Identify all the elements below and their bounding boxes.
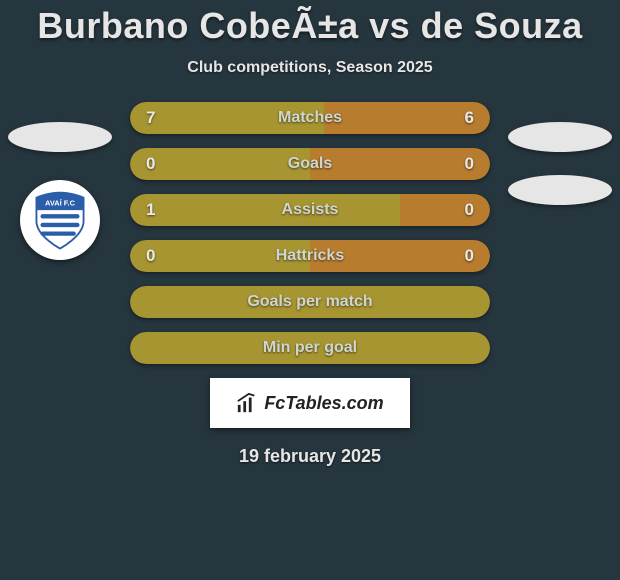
chart-icon: [236, 392, 258, 414]
subtitle: Club competitions, Season 2025: [187, 59, 432, 77]
stat-label: Hattricks: [130, 247, 490, 265]
date-text: 19 february 2025: [239, 446, 381, 467]
footer-attribution: FcTables.com: [210, 378, 410, 428]
content-wrapper: Burbano CobeÃ±a vs de Souza Club competi…: [0, 0, 620, 580]
stat-label: Goals per match: [130, 293, 490, 311]
stat-row: 1Assists0: [130, 194, 490, 226]
stat-row: Goals per match: [130, 286, 490, 318]
stat-value-right: 0: [465, 200, 474, 220]
page-title: Burbano CobeÃ±a vs de Souza: [37, 5, 582, 47]
stat-value-right: 0: [465, 154, 474, 174]
footer-text: FcTables.com: [264, 393, 383, 414]
stat-label: Assists: [130, 201, 490, 219]
stat-row: 0Goals0: [130, 148, 490, 180]
stat-row: 0Hattricks0: [130, 240, 490, 272]
stat-label: Min per goal: [130, 339, 490, 357]
stat-label: Matches: [130, 109, 490, 127]
stat-value-right: 0: [465, 246, 474, 266]
stat-value-right: 6: [465, 108, 474, 128]
stat-row: Min per goal: [130, 332, 490, 364]
stat-row: 7Matches6: [130, 102, 490, 134]
stat-label: Goals: [130, 155, 490, 173]
stats-area: 7Matches60Goals01Assists00Hattricks0Goal…: [0, 102, 620, 364]
